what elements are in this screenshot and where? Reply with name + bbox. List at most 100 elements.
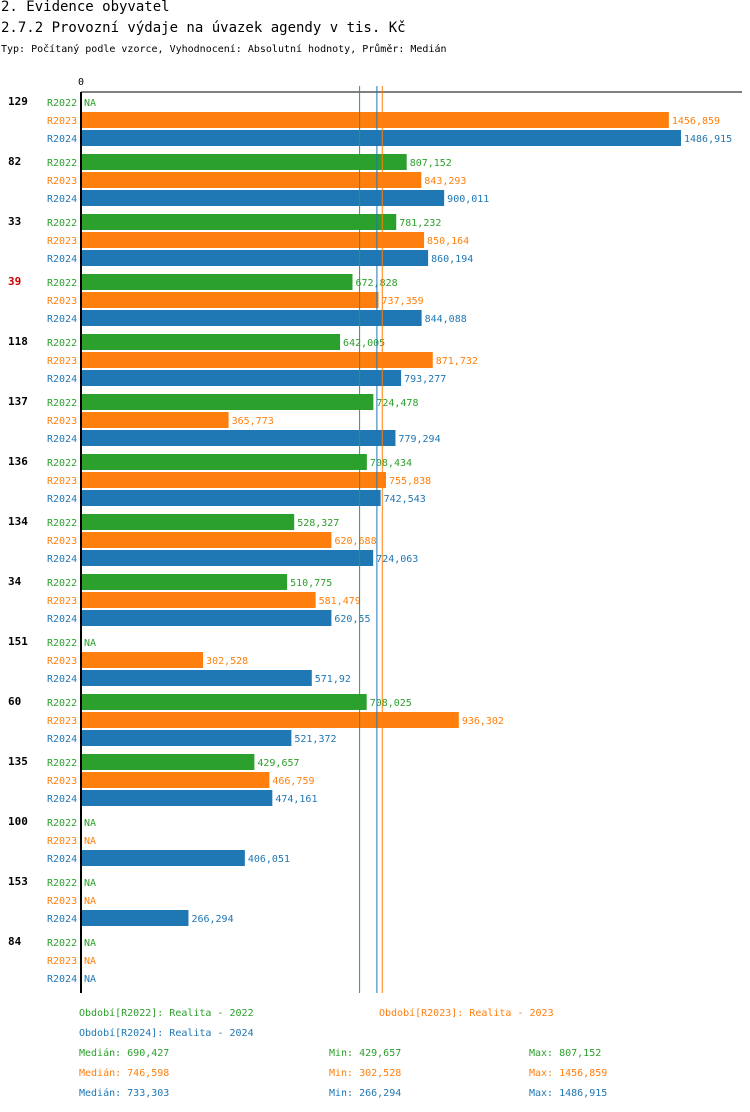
group-label: 151	[8, 635, 28, 648]
series-label-r2022: R2022	[47, 98, 77, 109]
bar-r2022	[81, 574, 288, 590]
bar-value-label: 571,92	[315, 674, 351, 685]
bar-r2023	[81, 352, 433, 368]
bar-r2024	[81, 430, 396, 446]
stat-max-r2023: Max: 1456,859	[529, 1068, 608, 1079]
chart-subtitle: Typ: Počítaný podle vzorce, Vyhodnocení:…	[1, 44, 447, 55]
series-label-r2024: R2024	[47, 614, 77, 625]
bar-r2023	[81, 472, 386, 488]
bar-r2024	[81, 190, 445, 206]
bar-value-label: 406,051	[248, 854, 290, 865]
series-label-r2023: R2023	[47, 776, 77, 787]
series-label-r2024: R2024	[47, 974, 77, 985]
bar-value-label-na: NA	[84, 956, 96, 967]
group-label: 39	[8, 275, 21, 288]
series-label-r2022: R2022	[47, 218, 77, 229]
bar-value-label: 779,294	[398, 434, 440, 445]
bar-value-label: 807,152	[410, 158, 452, 169]
series-label-r2024: R2024	[47, 194, 77, 205]
series-label-r2022: R2022	[47, 578, 77, 589]
bar-r2022	[81, 454, 367, 470]
stat-median-r2024: Medián: 733,303	[79, 1088, 170, 1099]
series-label-r2022: R2022	[47, 878, 77, 889]
bar-value-label: 708,434	[370, 458, 412, 469]
bar-r2023	[81, 772, 270, 788]
bar-value-label-na: NA	[84, 836, 96, 847]
bar-r2023	[81, 412, 229, 428]
series-label-r2022: R2022	[47, 638, 77, 649]
series-label-r2024: R2024	[47, 494, 77, 505]
bar-r2023	[81, 112, 669, 128]
bar-value-label: 521,372	[294, 734, 336, 745]
bar-value-label: 620,688	[334, 536, 376, 547]
series-label-r2023: R2023	[47, 536, 77, 547]
bar-value-label: 724,478	[376, 398, 418, 409]
series-label-r2023: R2023	[47, 656, 77, 667]
stat-max-r2022: Max: 807,152	[529, 1048, 602, 1059]
series-label-r2022: R2022	[47, 818, 77, 829]
x-axis-tick-label: 0	[78, 77, 84, 88]
bar-value-label-na: NA	[84, 938, 96, 949]
bar-r2023	[81, 652, 204, 668]
series-label-r2022: R2022	[47, 338, 77, 349]
series-label-r2023: R2023	[47, 176, 77, 187]
stat-min-r2024: Min: 266,294	[329, 1088, 402, 1099]
bar-r2022	[81, 154, 407, 170]
chart-title: 2.7.2 Provozní výdaje na úvazek agendy v…	[1, 20, 406, 36]
bar-value-label: 860,194	[431, 254, 473, 265]
series-label-r2024: R2024	[47, 434, 77, 445]
bar-value-label: 742,543	[384, 494, 426, 505]
series-label-r2023: R2023	[47, 836, 77, 847]
bar-r2024	[81, 790, 273, 806]
series-label-r2024: R2024	[47, 794, 77, 805]
bar-value-label: 528,327	[297, 518, 339, 529]
bar-r2022	[81, 274, 353, 290]
bar-value-label: 365,773	[232, 416, 274, 427]
bar-r2024	[81, 670, 312, 686]
series-label-r2023: R2023	[47, 596, 77, 607]
series-label-r2022: R2022	[47, 158, 77, 169]
group-label: 33	[8, 215, 21, 228]
series-label-r2023: R2023	[47, 476, 77, 487]
bar-value-label: 781,232	[399, 218, 441, 229]
bar-value-label: 510,775	[290, 578, 332, 589]
stat-min-r2022: Min: 429,657	[329, 1048, 402, 1059]
bar-r2024	[81, 310, 422, 326]
group-label: 82	[8, 155, 21, 168]
bar-chart: 0 129 R2022 NA R2023 1456,859 R2024 1486,915 82 R…	[8, 77, 742, 993]
stat-min-r2023: Min: 302,528	[329, 1068, 402, 1079]
bar-r2022	[81, 214, 397, 230]
series-label-r2022: R2022	[47, 518, 77, 529]
bar-value-label: 900,011	[447, 194, 489, 205]
bar-value-label-na: NA	[84, 98, 96, 109]
legend-r2024: Období[R2024]: Realita - 2024	[79, 1028, 254, 1039]
bar-r2024	[81, 130, 681, 146]
bar-r2023	[81, 712, 459, 728]
series-label-r2024: R2024	[47, 374, 77, 385]
bar-value-label: 474,161	[275, 794, 317, 805]
bar-r2023	[81, 172, 422, 188]
series-label-r2024: R2024	[47, 254, 77, 265]
bar-r2023	[81, 592, 316, 608]
legend-r2023: Období[R2023]: Realita - 2023	[379, 1008, 554, 1019]
bar-r2022	[81, 754, 255, 770]
stat-median-r2023: Medián: 746,598	[79, 1068, 170, 1079]
bar-r2022	[81, 394, 374, 410]
bar-value-label: 620,55	[334, 614, 370, 625]
bar-r2024	[81, 730, 292, 746]
series-label-r2023: R2023	[47, 296, 77, 307]
bar-value-label: 843,293	[424, 176, 466, 187]
bar-value-label: 724,063	[376, 554, 418, 565]
bar-r2024	[81, 550, 374, 566]
series-label-r2024: R2024	[47, 734, 77, 745]
series-label-r2024: R2024	[47, 674, 77, 685]
bar-value-label: 1456,859	[672, 116, 720, 127]
series-label-r2023: R2023	[47, 956, 77, 967]
series-label-r2022: R2022	[47, 398, 77, 409]
bar-value-label: 302,528	[206, 656, 248, 667]
bar-value-label: 844,088	[425, 314, 467, 325]
series-label-r2022: R2022	[47, 938, 77, 949]
bar-value-label-na: NA	[84, 878, 96, 889]
group-label: 34	[8, 575, 22, 588]
section-title: 2. Evidence obyvatel	[1, 0, 170, 15]
